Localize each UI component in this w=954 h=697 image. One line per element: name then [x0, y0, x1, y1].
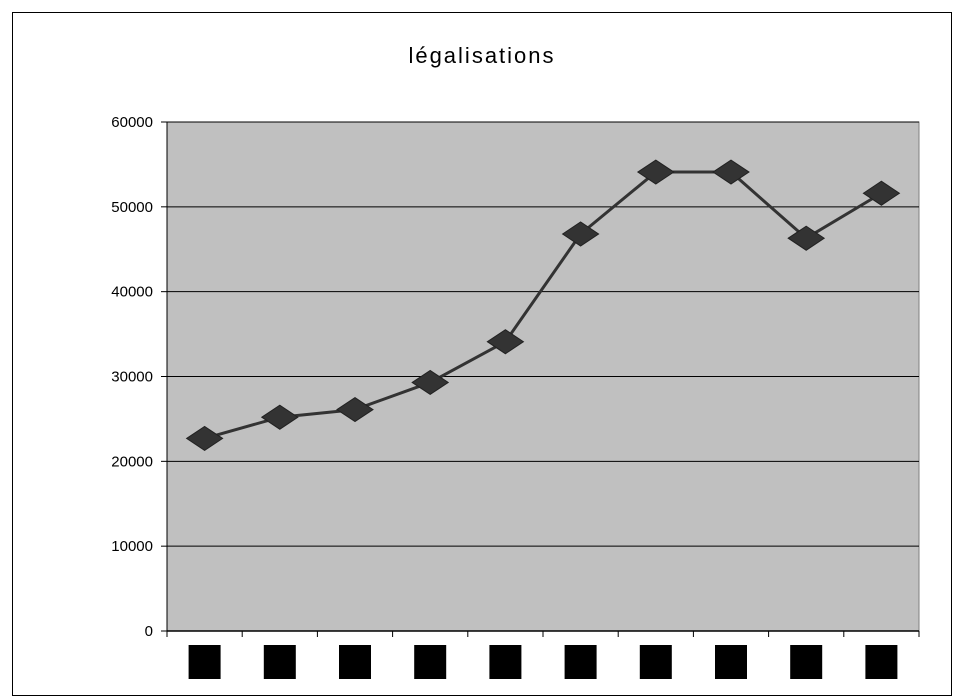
x-tick-label-block [564, 645, 597, 679]
data-point-marker [411, 369, 450, 396]
series-line-group [204, 170, 883, 440]
gridlines [167, 121, 919, 547]
chart-title: légalisations [408, 43, 556, 68]
x-tick-label-block [639, 645, 672, 679]
y-axis: 0 10000 20000 30000 40000 50000 60000 [111, 114, 168, 640]
data-point-marker [712, 159, 750, 185]
x-tick-label-block [790, 645, 823, 679]
x-tick-label-block [715, 645, 747, 679]
y-tick-label: 40000 [111, 284, 153, 301]
y-tick-label: 0 [145, 623, 153, 640]
x-tick-label-block [263, 645, 296, 679]
x-axis [166, 630, 920, 679]
x-tick-label-block [489, 645, 522, 679]
data-point-marker [636, 159, 675, 185]
data-point-marker [486, 329, 525, 355]
x-tick-label-block [339, 645, 371, 679]
y-tick-label: 20000 [111, 453, 153, 470]
x-tick-label-block [414, 645, 447, 679]
series-line [204, 170, 883, 440]
x-tick-label-block [865, 645, 898, 679]
y-tick-label: 10000 [111, 538, 153, 555]
data-point-marker [260, 404, 299, 430]
x-tick-label-block [188, 645, 221, 679]
data-point-marker [185, 425, 224, 452]
data-point-marker [787, 225, 826, 251]
data-point-marker [862, 180, 901, 206]
data-point-marker [561, 221, 600, 247]
markers-group [185, 159, 901, 452]
y-tick-label: 30000 [111, 369, 153, 386]
data-point-marker [336, 396, 374, 423]
y-tick-label: 50000 [111, 199, 153, 216]
y-tick-label: 60000 [111, 114, 153, 131]
